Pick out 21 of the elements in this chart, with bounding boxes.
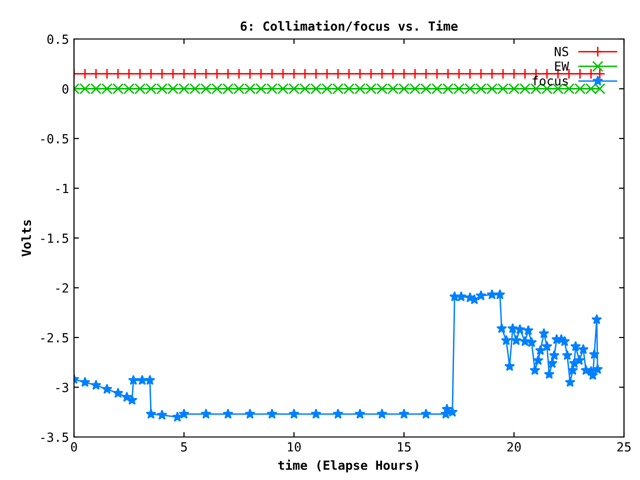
x-axis-title: time (Elapse Hours)	[278, 460, 418, 472]
x-tick-label: 15	[398, 442, 411, 452]
x-tick-label: 20	[507, 442, 521, 452]
y-tick-label: 0.5	[47, 34, 68, 44]
x-tick-label: 0	[71, 442, 77, 452]
legend-label: NS	[554, 46, 568, 56]
x-tick-label: 5	[181, 442, 187, 452]
legend-label: focus	[532, 76, 568, 86]
y-tick-label: -1.5	[41, 234, 68, 243]
y-tick-label: -3.5	[41, 432, 68, 442]
y-tick-label: -2	[56, 283, 68, 293]
y-tick-label: -0.5	[41, 134, 68, 144]
y-axis-title: Volts	[21, 220, 32, 256]
y-tick-label: 0	[62, 84, 68, 94]
y-tick-label: -1	[56, 184, 68, 194]
x-tick-label: 25	[617, 442, 631, 452]
y-tick-label: -3	[56, 382, 68, 392]
x-tick-label: 10	[288, 442, 301, 452]
chart-title: 6: Collimation/focus vs. Time	[240, 20, 458, 32]
legend-label: EW	[555, 62, 569, 71]
y-tick-label: -2.5	[41, 333, 68, 342]
